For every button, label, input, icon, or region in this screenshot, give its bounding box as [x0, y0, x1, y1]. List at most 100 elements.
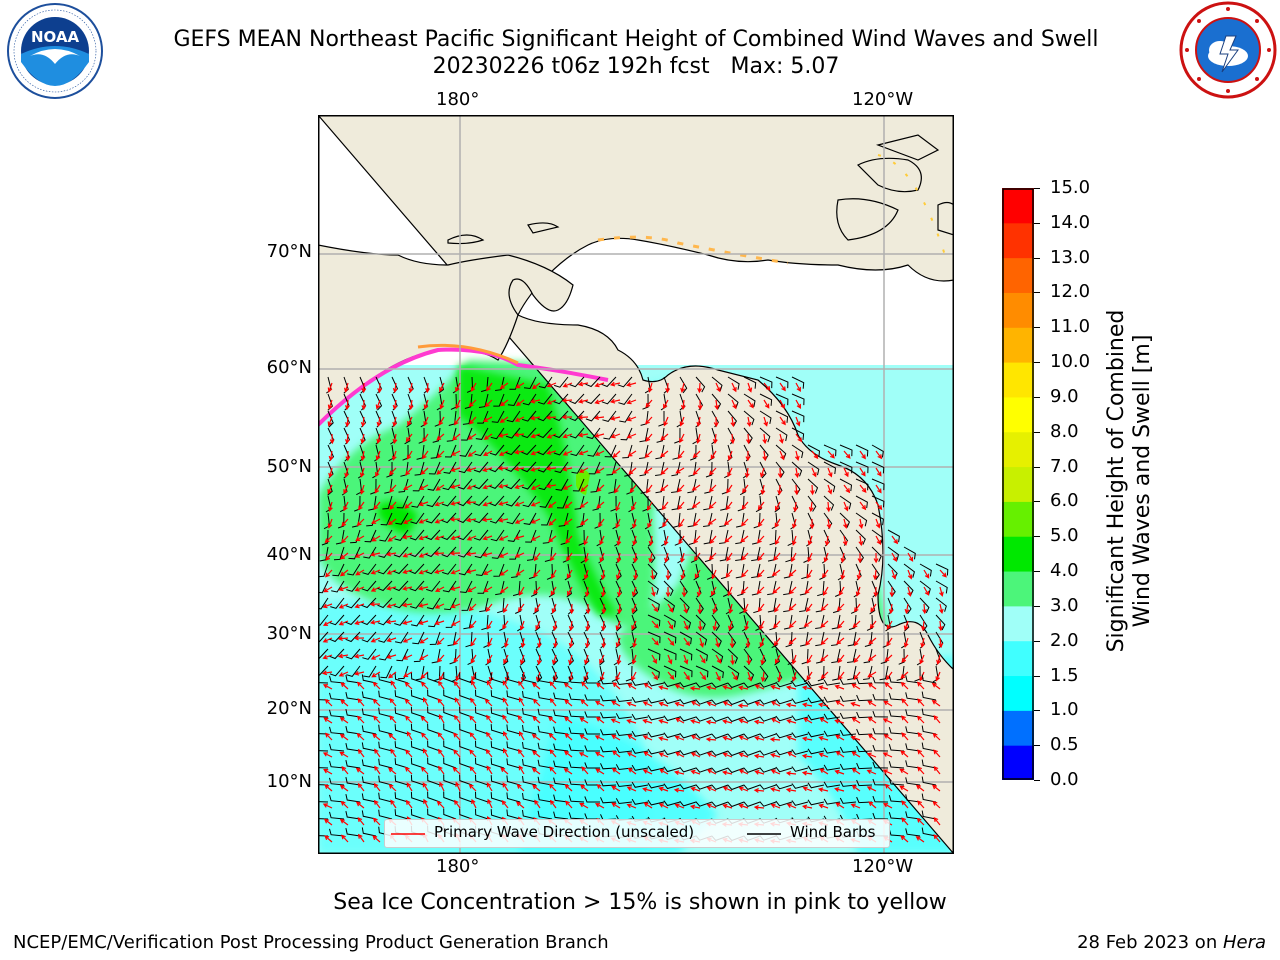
- wind-barb: [446, 427, 457, 442]
- wave-direction-arrow: [811, 450, 819, 460]
- wave-direction-arrow: [328, 450, 334, 462]
- wave-direction-arrow: [323, 818, 333, 826]
- wind-barb: [639, 461, 649, 477]
- wind-barb: [571, 461, 585, 474]
- wind-barb: [490, 707, 505, 718]
- wave-direction-arrow: [467, 433, 477, 440]
- wind-barb: [903, 597, 912, 615]
- wind-barb: [695, 631, 708, 646]
- colorbar-tick-label: 14.0: [1050, 211, 1091, 233]
- wind-barb: [832, 597, 841, 614]
- wave-direction-arrow: [499, 382, 509, 390]
- wave-direction-arrow: [680, 382, 686, 393]
- wind-barb: [378, 707, 393, 718]
- wave-direction-arrow: [875, 450, 883, 460]
- wind-barb: [584, 677, 600, 684]
- wave-direction-arrow: [705, 719, 717, 725]
- wave-direction-arrow: [450, 467, 461, 472]
- wave-direction-arrow: [834, 684, 845, 690]
- wave-direction-arrow: [731, 671, 738, 681]
- wind-barb: [839, 444, 853, 457]
- wave-direction-arrow: [434, 586, 445, 592]
- wave-direction-arrow: [823, 586, 829, 596]
- wind-barb: [921, 691, 937, 701]
- wind-barb: [490, 758, 505, 769]
- wave-direction-arrow: [601, 620, 606, 632]
- wind-barb: [537, 691, 553, 701]
- wave-direction-arrow: [502, 620, 509, 630]
- wave-direction-arrow: [612, 450, 621, 458]
- wave-direction-arrow: [327, 484, 333, 495]
- wind-barb: [553, 444, 569, 456]
- wave-direction-arrow: [904, 603, 910, 615]
- wind-barb: [671, 461, 681, 477]
- wave-direction-arrow: [503, 654, 509, 665]
- wave-direction-arrow: [903, 637, 909, 648]
- wave-direction-arrow: [387, 518, 397, 526]
- wave-direction-arrow: [612, 750, 621, 758]
- colorbar-title-line2: Wind Waves and Swell [m]: [1130, 334, 1155, 628]
- wave-direction-arrow: [344, 433, 350, 445]
- wave-direction-arrow: [406, 450, 413, 460]
- wind-barb: [727, 614, 734, 632]
- wave-direction-arrow: [807, 552, 813, 563]
- wave-direction-arrow: [853, 654, 861, 663]
- wave-direction-arrow: [777, 671, 782, 683]
- wind-barb: [345, 810, 361, 820]
- wind-barb: [413, 648, 425, 663]
- wind-barb: [394, 775, 409, 786]
- wind-barb: [617, 376, 633, 388]
- wave-direction-arrow: [594, 751, 605, 758]
- wave-direction-arrow: [837, 654, 845, 664]
- wave-direction-arrow: [665, 570, 671, 581]
- wave-direction-arrow: [501, 800, 509, 809]
- wind-barb: [523, 376, 537, 390]
- wave-direction-arrow: [939, 586, 944, 597]
- wave-direction-arrow: [470, 382, 477, 392]
- wave-direction-arrow: [674, 684, 685, 690]
- wind-barb: [743, 393, 756, 407]
- wave-direction-arrow: [788, 637, 797, 645]
- wave-direction-arrow: [806, 654, 813, 664]
- wave-direction-arrow: [713, 416, 719, 428]
- legend-wind-swatch: [747, 833, 781, 835]
- wave-direction-arrow: [772, 586, 781, 594]
- wave-direction-arrow: [886, 637, 893, 647]
- wave-direction-arrow: [699, 654, 706, 664]
- wave-direction-arrow: [706, 769, 717, 775]
- wind-barb: [363, 546, 377, 559]
- wind-barb: [522, 674, 537, 684]
- wind-barb: [475, 808, 489, 820]
- wind-barb: [443, 808, 457, 820]
- wind-barb: [553, 760, 569, 769]
- wave-direction-arrow: [792, 518, 797, 529]
- wind-barb: [921, 827, 937, 837]
- wind-barb: [409, 529, 425, 541]
- wind-barb: [647, 580, 659, 595]
- wind-barb: [522, 759, 537, 769]
- wind-barb: [412, 631, 425, 645]
- wave-direction-arrow: [820, 620, 829, 628]
- wave-direction-arrow: [648, 535, 654, 547]
- wind-barb: [329, 777, 345, 786]
- wind-barb: [411, 495, 425, 508]
- wind-barb: [542, 529, 553, 544]
- wave-direction-arrow: [809, 484, 815, 496]
- wave-direction-arrow: [578, 450, 589, 456]
- wind-barb: [631, 713, 649, 720]
- wind-barb: [329, 665, 345, 677]
- wave-direction-arrow: [533, 552, 541, 562]
- wind-barb: [839, 695, 857, 702]
- wind-barb: [318, 699, 329, 701]
- wind-barb: [568, 710, 585, 718]
- wind-barb: [318, 818, 329, 820]
- wave-direction-arrow: [584, 586, 590, 598]
- wind-barb: [569, 427, 585, 439]
- wind-barb: [346, 665, 361, 677]
- wind-barb: [695, 682, 713, 688]
- wind-barb: [823, 730, 841, 737]
- wave-direction-arrow: [699, 637, 705, 648]
- wave-direction-arrow: [372, 681, 381, 690]
- wave-direction-arrow: [804, 586, 813, 594]
- wind-barb: [839, 797, 857, 804]
